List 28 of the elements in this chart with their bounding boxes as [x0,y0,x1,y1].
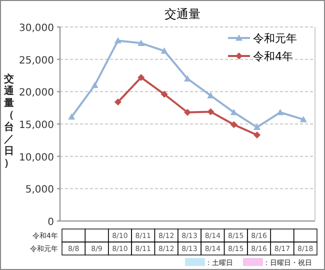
point [160,47,168,54]
point [230,108,238,116]
y-tick-label: 0 [48,217,54,228]
point [138,74,145,81]
y-axis-title: 交通量（台／日） [3,73,15,169]
point [276,108,284,116]
y-tick-label: 25,000 [19,55,54,66]
legend-label: 令和元年 [253,32,297,45]
point [254,124,261,130]
legend-label: 令和4年 [253,50,293,63]
y-tick-label: 5,000 [25,184,54,196]
y-tick-label: 20,000 [19,88,54,99]
y-tick-label: 10,000 [19,152,54,164]
point [230,121,238,128]
y-tick-label: 30,000 [19,23,54,34]
point [300,116,307,122]
point [138,40,145,46]
point [254,131,261,138]
point [114,37,122,44]
point [160,90,168,98]
point [207,108,214,116]
point [91,82,98,88]
point [184,108,191,116]
chart-title: 交通量 [164,7,200,21]
point [114,98,122,106]
y-tick-label: 15,000 [19,120,54,131]
point [184,75,191,82]
point [68,113,76,120]
